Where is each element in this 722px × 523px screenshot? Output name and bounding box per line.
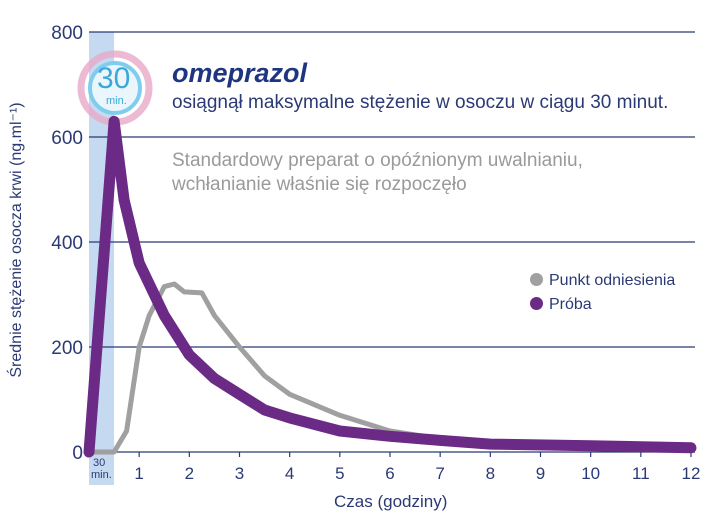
band-label-2: min. [91,469,112,481]
y-axis-label: Średnie stężenie osocza krwi (ng.ml⁻¹) [8,102,25,378]
x-tick-label: 5 [335,464,344,483]
legend-marker-sample [530,297,543,310]
x-tick-label: 12 [682,464,701,483]
badge-unit: min. [106,95,127,107]
x-tick-label: 7 [435,464,444,483]
x-tick-label: 1 [134,464,143,483]
x-tick-label: 6 [385,464,394,483]
legend-label-sample: Próba [549,296,592,313]
x-tick-label: 8 [486,464,495,483]
chart-title: omeprazol [172,58,308,88]
y-tick-label: 0 [72,443,83,464]
band-label-1: 30 [93,457,106,469]
x-tick-label: 2 [185,464,194,483]
x-axis-label: Czas (godziny) [334,492,448,511]
legend-item-reference: Punkt odniesienia [530,272,675,290]
series-line-reference [86,281,694,455]
badge-inner-ring [88,61,142,115]
legend-item-sample: Próba [530,296,592,314]
legend-marker-reference [530,273,543,286]
series-line-sample [83,115,697,458]
y-tick-label: 600 [51,128,83,149]
badge-value: 30 [97,62,131,95]
x-tick-label: 3 [235,464,244,483]
y-tick-label: 400 [51,233,83,254]
y-tick-label: 200 [51,338,83,359]
x-tick-label: 11 [632,464,650,483]
x-tick-label: 4 [285,464,294,483]
x-tick-label: 9 [536,464,545,483]
annotation-line-2: wchłanianie właśnie się rozpoczęło [172,174,467,195]
annotation-line-1: Standardowy preparat o opóźnionym uwalni… [172,150,583,171]
y-tick-label: 800 [51,23,83,44]
legend-label-reference: Punkt odniesienia [549,272,676,289]
x-tick-label: 10 [581,464,600,483]
chart-subtitle: osiągnął maksymalne stężenie w osoczu w … [172,92,669,113]
